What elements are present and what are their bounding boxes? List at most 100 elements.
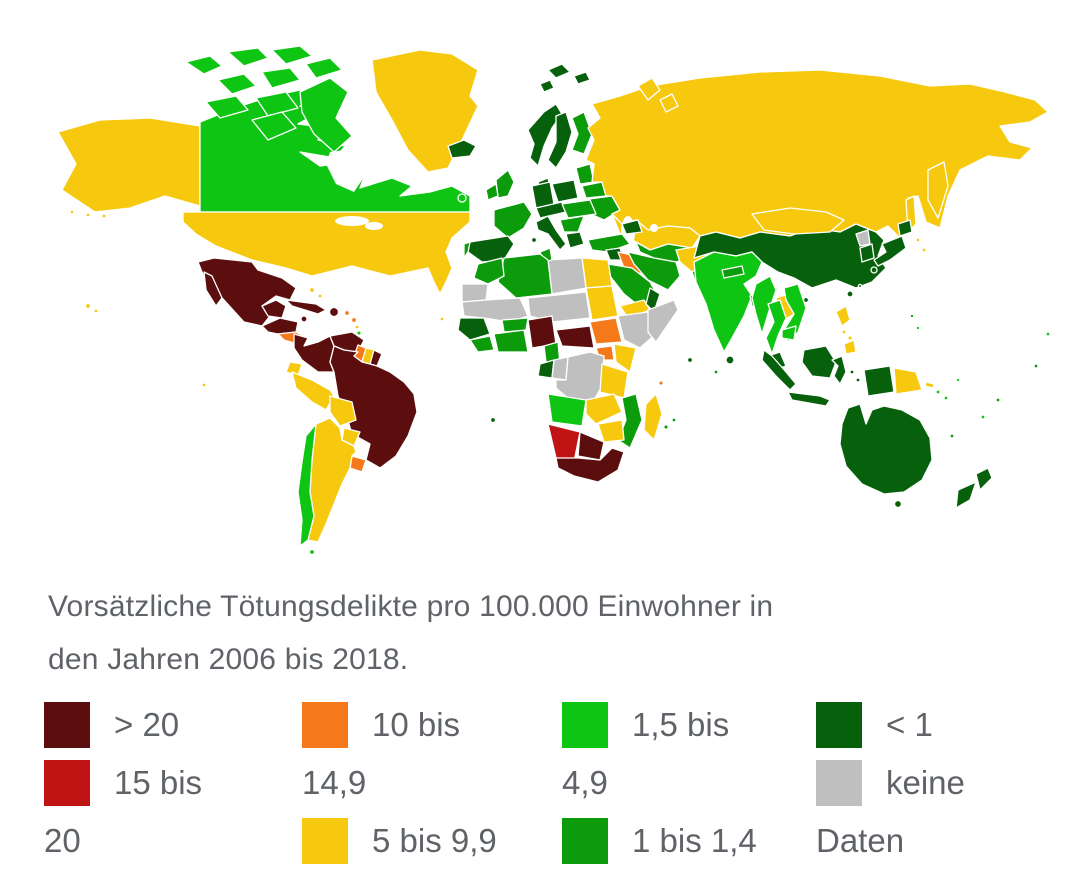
region-indonesia [855,377,861,383]
region-ivory-ghana [493,329,529,353]
region-tierra-del-fuego [308,548,316,556]
legend-row: > 20 [44,696,302,754]
region-mauritius [671,417,677,423]
region-svalbard [547,63,571,79]
region-morocco [473,257,505,285]
region-canada [271,45,313,65]
legend-row: 10 bis [302,696,562,754]
region-st-helena [489,416,497,424]
region-pacific-bright [935,389,941,395]
region-canada [261,67,301,89]
region-pacific-bright [980,414,986,420]
region-taiwan [846,290,854,298]
region-cape-verde [439,316,445,322]
region-indonesia [863,365,895,397]
legend-label: 15 bis [114,764,203,801]
region-canada [305,57,343,79]
region-iceland [447,139,477,159]
region-portugal [463,241,471,259]
legend-column-3: 1,5 bis 4,9 1 bis 1,4 [562,696,816,870]
region-japan [873,235,907,267]
region-finland [571,111,593,155]
region-cuba [285,299,327,315]
world-homicide-map[interactable] [0,0,1069,568]
legend-label: 5 bis 9,9 [372,822,497,859]
region-mexico [203,271,223,307]
region-pacific-bright [1045,331,1051,337]
region-new-zealand [975,467,993,491]
region-canada [457,193,467,203]
region-pacific-bright [943,395,949,401]
region-hawaii [93,308,99,314]
legend-label: 20 [44,822,81,859]
region-italy [535,215,567,251]
legend-row: 5 bis 9,9 [302,812,562,870]
legend-row: keine [816,754,1069,812]
region-mongolia [751,207,845,235]
region-bahamas [308,286,316,294]
region-aleutians [69,209,75,215]
legend-swatch-15-20 [44,760,90,806]
region-seychelles [686,356,694,364]
region-baltics [575,163,595,185]
legend-swatch-gt-20 [44,702,90,748]
legend-label: 14,9 [302,764,367,801]
region-philippines [835,305,851,327]
region-niger-chad [527,291,591,323]
region-hawaii [84,302,92,310]
region-greenland [371,49,479,173]
legend-label: 1,5 bis [632,706,730,743]
region-indonesia [761,349,797,391]
region-sri-lanka [725,355,735,365]
region-australia [893,499,903,509]
legend-swatch-lt-1 [816,702,862,748]
region-canada [251,111,297,141]
legend-column-1: > 20 15 bis 20 [44,696,302,870]
region-usa [182,211,471,295]
region-canada [255,91,299,117]
region-pacific-mid [995,397,1001,403]
region-antilles-c [356,330,362,336]
region-alaska [57,117,201,213]
region-pacific-mid [1033,363,1039,369]
region-antilles-b [354,324,360,330]
legend-label: 4,9 [562,764,608,801]
region-pacific-bright [915,325,921,331]
region-zambia [585,393,623,425]
legend-label: < 1 [886,706,933,743]
region-greece [565,231,585,249]
region-japan [857,283,863,289]
legend-label: Daten [816,822,905,859]
region-canada [185,55,223,75]
legend-column-4: < 1 keine Daten [816,696,1069,870]
region-indonesia [787,391,831,407]
region-aleutians [85,212,91,218]
region-aleutians [101,213,107,219]
region-madagascar [643,393,663,441]
legend-row: 14,9 [302,754,562,812]
region-japan [870,266,878,274]
region-south-korea [859,243,875,263]
legend-label: > 20 [114,706,180,743]
map-caption: Vorsätzliche Tötungsdelikte pro 100.000 … [48,580,1069,686]
region-zimbabwe [597,419,625,443]
region-svalbard [573,71,591,85]
legend-row: 4,9 [562,754,816,812]
region-bahamas [317,293,323,299]
region-philippines [843,339,857,355]
region-maldives [713,369,719,375]
legend-label: 10 bis [372,706,461,743]
region-philippines [847,335,853,341]
legend-swatch-5-9_9 [302,818,348,864]
region-algeria [497,253,553,299]
region-indonesia [831,355,847,385]
region-solomons [924,381,935,389]
region-south-sudan [589,317,623,345]
region-australia [839,403,933,495]
region-hispaniola [328,306,340,318]
region-indonesia [849,369,855,375]
region-comoros [658,380,664,386]
region-poland [551,179,579,203]
region-indonesia [801,345,837,379]
region-senegal-guinea [457,317,491,341]
